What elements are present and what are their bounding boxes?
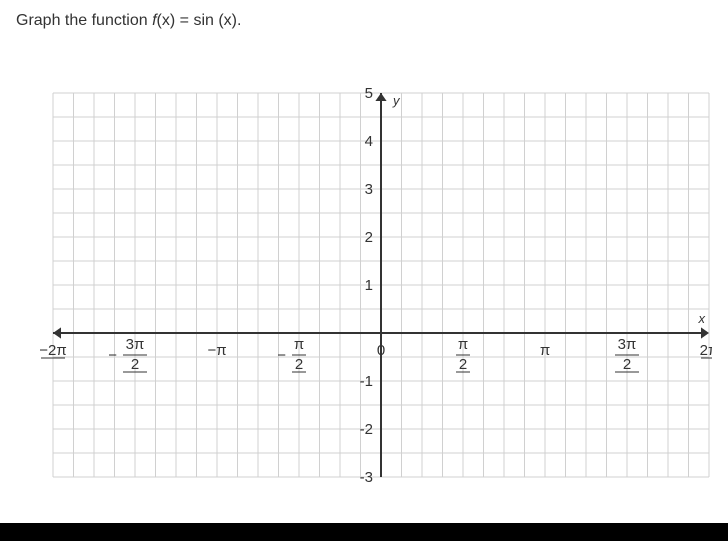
svg-text:0: 0 xyxy=(377,342,385,359)
chart-svg: yx54321-1-2-3−2π−3π2−π−π20π2π3π22π xyxy=(16,38,712,518)
svg-text:−2π: −2π xyxy=(39,342,66,359)
bottom-black-bar xyxy=(0,523,728,541)
prompt-suffix: . xyxy=(237,12,241,29)
svg-text:2: 2 xyxy=(131,356,139,373)
svg-text:π: π xyxy=(540,342,550,359)
svg-text:2: 2 xyxy=(459,356,467,373)
svg-text:-2: -2 xyxy=(360,421,373,438)
svg-text:2: 2 xyxy=(365,229,373,246)
svg-text:-1: -1 xyxy=(360,373,373,390)
svg-text:3π: 3π xyxy=(126,336,145,353)
svg-text:−: − xyxy=(108,347,117,364)
svg-text:3π: 3π xyxy=(618,336,637,353)
svg-text:-3: -3 xyxy=(360,469,373,486)
svg-text:2: 2 xyxy=(623,356,631,373)
svg-text:2: 2 xyxy=(295,356,303,373)
svg-text:π: π xyxy=(458,336,468,353)
svg-text:y: y xyxy=(392,93,401,108)
coordinate-grid-chart: yx54321-1-2-3−2π−3π2−π−π20π2π3π22π xyxy=(16,38,712,518)
svg-text:5: 5 xyxy=(365,85,373,102)
prompt-func-x: (x) xyxy=(157,12,176,29)
svg-text:x: x xyxy=(698,311,706,326)
prompt-prefix: Graph the function xyxy=(16,12,152,29)
question-prompt: Graph the function f(x) = sin (x). xyxy=(16,12,712,30)
svg-text:4: 4 xyxy=(365,133,373,150)
svg-text:2π: 2π xyxy=(700,342,712,359)
svg-text:3: 3 xyxy=(365,181,373,198)
svg-text:π: π xyxy=(294,336,304,353)
page: Graph the function f(x) = sin (x). y x 5 4 3… xyxy=(0,0,728,541)
prompt-equals: = xyxy=(175,12,193,29)
svg-text:1: 1 xyxy=(365,277,373,294)
prompt-rhs: sin (x) xyxy=(193,12,237,29)
svg-text:−: − xyxy=(277,347,286,364)
svg-text:−π: −π xyxy=(207,342,226,359)
